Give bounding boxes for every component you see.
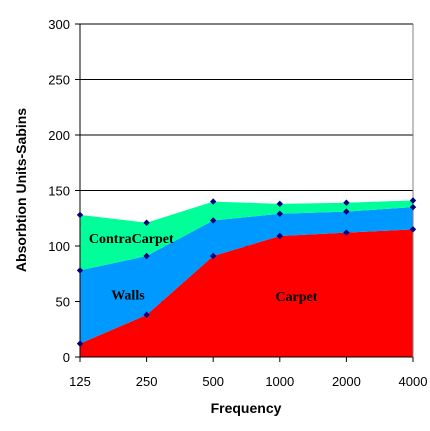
- marker-walls: [343, 208, 350, 215]
- y-tick-labels: 0 50 100 150 200 250 300: [48, 17, 70, 365]
- marker-contracarpet: [276, 200, 283, 208]
- y-tick-label: 250: [48, 73, 70, 88]
- y-tick-label: 50: [56, 295, 70, 310]
- y-tick-label: 0: [63, 350, 70, 365]
- y-tick-label: 100: [48, 239, 70, 254]
- series-label-carpet: Carpet: [275, 290, 317, 305]
- series-label-walls: Walls: [111, 289, 145, 304]
- marker-walls: [210, 217, 217, 224]
- marker-carpet: [143, 311, 150, 319]
- area-carpet: [80, 229, 413, 357]
- axes: [75, 23, 414, 362]
- marker-contracarpet: [343, 199, 350, 206]
- marker-walls: [409, 203, 417, 211]
- marker-contracarpet: [409, 197, 417, 204]
- series-markers: [76, 197, 417, 347]
- y-tick-label: 200: [48, 128, 70, 143]
- marker-walls: [76, 267, 84, 274]
- area-contracarpet: [80, 200, 413, 271]
- x-tick-label: 125: [69, 374, 91, 389]
- marker-walls: [143, 252, 150, 260]
- y-tick-label: 300: [48, 17, 70, 32]
- marker-carpet: [276, 232, 283, 240]
- x-tick-label: 250: [136, 374, 158, 389]
- marker-contracarpet: [76, 211, 84, 219]
- x-tick-label: 2000: [332, 374, 361, 389]
- series-labels: Carpet Walls ContraCarpet: [89, 232, 318, 305]
- marker-carpet: [210, 252, 217, 260]
- x-tick-labels: 125 250 500 1000 2000 4000: [69, 374, 427, 389]
- x-tick-label: 1000: [265, 374, 294, 389]
- marker-contracarpet: [143, 219, 150, 226]
- x-tick-label: 500: [202, 374, 224, 389]
- x-tick-label: 4000: [399, 374, 428, 389]
- x-axis-title: Frequency: [211, 400, 282, 416]
- y-axis-title: Absorbtion Units-Sabins: [13, 108, 29, 272]
- series-areas: [80, 200, 413, 357]
- marker-walls: [276, 210, 283, 218]
- y-tick-label: 150: [48, 184, 70, 199]
- area-walls: [80, 207, 413, 344]
- marker-contracarpet: [210, 198, 217, 205]
- marker-carpet: [76, 340, 84, 347]
- series-label-contracarpet: ContraCarpet: [89, 232, 174, 247]
- marker-carpet: [409, 226, 417, 233]
- marker-carpet: [343, 229, 350, 236]
